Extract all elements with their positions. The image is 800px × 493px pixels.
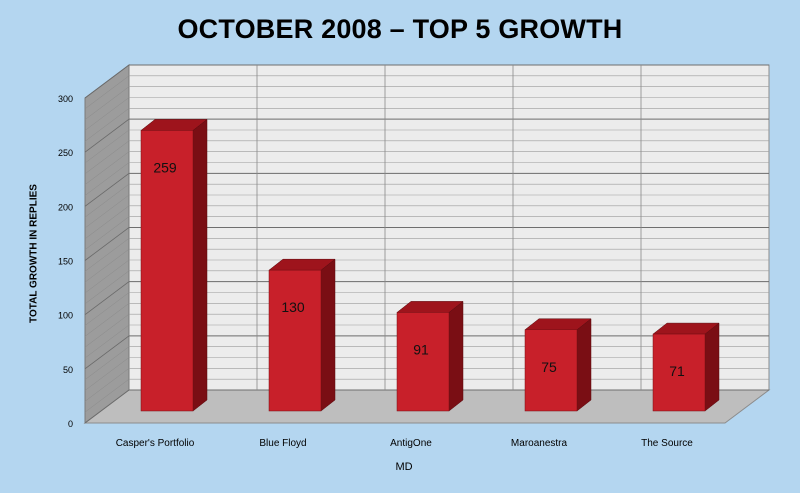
y-tick-label: 250 xyxy=(58,148,73,158)
bar xyxy=(140,130,194,412)
y-tick-label: 150 xyxy=(58,257,73,267)
y-tick-label: 50 xyxy=(63,365,73,375)
minor-gridline-side xyxy=(84,129,130,164)
minor-gridline-side xyxy=(84,75,130,110)
major-gridline-side xyxy=(84,64,130,99)
minor-gridline-side xyxy=(84,86,130,120)
minor-gridline-side xyxy=(84,162,130,196)
chart-title: OCTOBER 2008 – TOP 5 GROWTH xyxy=(177,14,623,44)
data-label: 130 xyxy=(281,299,305,315)
minor-gridline-side xyxy=(84,205,130,240)
x-tick-label: Casper's Portfolio xyxy=(116,438,195,449)
minor-gridline-side xyxy=(84,183,130,218)
minor-gridline-side xyxy=(84,194,130,229)
data-label: 259 xyxy=(153,159,177,175)
y-tick-label: 100 xyxy=(58,311,73,321)
minor-gridline-side xyxy=(84,303,130,337)
minor-gridline-side xyxy=(84,378,130,413)
bar-side xyxy=(448,300,464,412)
x-tick-label: AntigOne xyxy=(390,438,432,449)
bar-side xyxy=(192,118,208,412)
bar xyxy=(396,312,450,412)
minor-gridline-side xyxy=(84,108,130,142)
minor-gridline-side xyxy=(84,324,130,359)
minor-gridline-side xyxy=(84,140,130,175)
bar xyxy=(652,333,706,412)
major-gridline-side xyxy=(84,118,130,153)
major-gridline-side xyxy=(84,227,130,261)
minor-gridline-side xyxy=(84,238,130,272)
data-label: 71 xyxy=(669,363,685,379)
bar-side xyxy=(704,322,720,412)
minor-gridline-side xyxy=(84,357,130,391)
minor-gridline-side xyxy=(84,346,130,380)
minor-gridline-side xyxy=(84,151,130,185)
x-tick-label: Blue Floyd xyxy=(259,438,306,449)
major-gridline-side xyxy=(84,173,130,207)
major-gridline-side xyxy=(84,335,130,370)
y-tick-label: 200 xyxy=(58,202,73,212)
minor-gridline-side xyxy=(84,292,130,326)
minor-gridline-side xyxy=(84,368,130,402)
y-tick-label: 0 xyxy=(68,419,73,429)
bar xyxy=(268,269,322,412)
bar-side xyxy=(320,258,336,412)
minor-gridline-side xyxy=(84,216,130,250)
data-label: 75 xyxy=(541,359,557,375)
y-tick-label: 300 xyxy=(58,94,73,104)
x-tick-label: Maroanestra xyxy=(511,438,568,449)
minor-gridline-side xyxy=(84,259,130,294)
data-label: 91 xyxy=(413,341,429,357)
x-tick-label: The Source xyxy=(641,438,693,449)
minor-gridline-side xyxy=(84,248,130,283)
minor-gridline-side xyxy=(84,313,130,348)
minor-gridline-side xyxy=(84,270,130,305)
bar xyxy=(524,329,578,412)
minor-gridline-side xyxy=(84,97,130,131)
bar-side xyxy=(576,318,592,412)
x-axis-title: MD xyxy=(395,461,413,473)
major-gridline-side xyxy=(84,281,130,315)
major-gridline-side xyxy=(84,389,130,424)
